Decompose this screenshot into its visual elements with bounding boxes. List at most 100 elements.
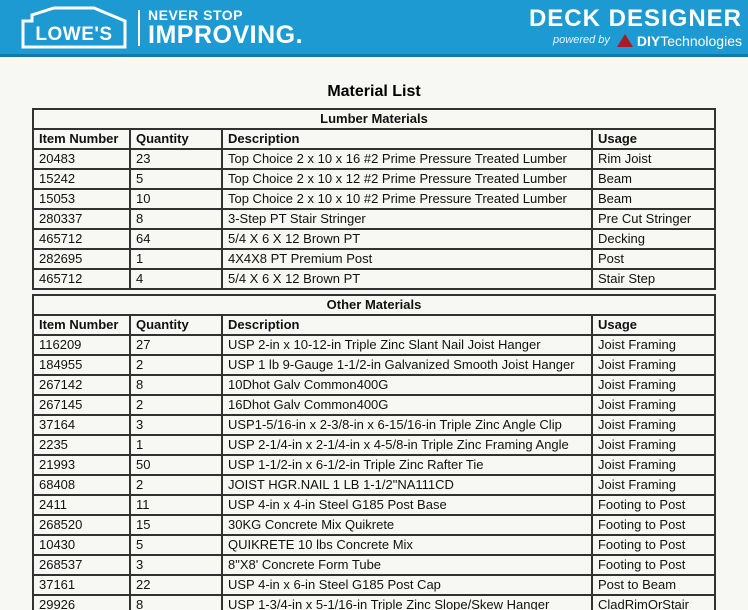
table-row: 15242 5 Top Choice 2 x 10 x 12 #2 Prime Pr… xyxy=(31,168,717,190)
slogan: NEVER STOP IMPROVING. xyxy=(148,8,303,48)
item-number-cell: 116209 xyxy=(31,334,131,356)
item-number-cell: 20483 xyxy=(31,148,131,170)
item-number-cell: 10430 xyxy=(31,534,131,556)
column-header: Item Number xyxy=(31,314,131,336)
description-cell: 5/4 X 6 X 12 Brown PT xyxy=(220,268,593,290)
table-caption: Lumber Materials xyxy=(31,108,717,130)
item-number-cell: 68408 xyxy=(31,474,131,496)
item-number-cell: 21993 xyxy=(31,454,131,476)
description-cell: 8"X8' Concrete Form Tube xyxy=(220,554,593,576)
item-number-cell: 282695 xyxy=(31,248,131,270)
usage-cell: Joist Framing xyxy=(590,454,717,476)
table-row: 465712 64 5/4 X 6 X 12 Brown PT Decking xyxy=(31,228,717,250)
item-number-cell: 29926 xyxy=(31,594,131,610)
usage-cell: Beam xyxy=(590,168,717,190)
usage-cell: Decking xyxy=(590,228,717,250)
quantity-cell: 2 xyxy=(128,354,223,376)
quantity-cell: 8 xyxy=(128,208,223,230)
column-header: Usage xyxy=(590,314,717,336)
quantity-cell: 10 xyxy=(128,188,223,210)
diy-triangle-icon xyxy=(616,34,633,47)
quantity-cell: 2 xyxy=(128,474,223,496)
usage-cell: Joist Framing xyxy=(590,414,717,436)
item-number-cell: 268537 xyxy=(31,554,131,576)
column-header: Description xyxy=(220,128,593,150)
usage-cell: Post xyxy=(590,248,717,270)
usage-cell: Joist Framing xyxy=(590,434,717,456)
description-cell: 16Dhot Galv Common400G xyxy=(220,394,593,416)
column-header: Quantity xyxy=(128,314,223,336)
table-row: 268520 15 30KG Concrete Mix Quikrete Footin… xyxy=(31,514,717,536)
brand-name-rest: Technologies xyxy=(660,32,742,49)
description-cell: 3-Step PT Stair Stringer xyxy=(220,208,593,230)
quantity-cell: 8 xyxy=(128,374,223,396)
description-cell: 5/4 X 6 X 12 Brown PT xyxy=(220,228,593,250)
quantity-cell: 8 xyxy=(128,594,223,610)
description-cell: JOIST HGR.NAIL 1 LB 1-1/2"NA111CD xyxy=(220,474,593,496)
quantity-cell: 23 xyxy=(128,148,223,170)
description-cell: USP 2-in x 10-12-in Triple Zinc Slant Na… xyxy=(220,334,593,356)
description-cell: Top Choice 2 x 10 x 16 #2 Prime Pressure… xyxy=(220,148,593,170)
quantity-cell: 2 xyxy=(128,394,223,416)
main-content: Material List Lumber Materials Item Numb… xyxy=(0,57,748,610)
usage-cell: Joist Framing xyxy=(590,474,717,496)
table-row: 29926 8 USP 1-3/4-in x 5-1/16-in Triple Zi… xyxy=(31,594,717,610)
usage-cell: Joist Framing xyxy=(590,374,717,396)
app-title: DECK DESIGNER xyxy=(528,4,742,32)
item-number-cell: 184955 xyxy=(31,354,131,376)
description-cell: USP 2-1/4-in x 2-1/4-in x 4-5/8-in Tripl… xyxy=(220,434,593,456)
table-row: 37164 3 USP1-5/16-in x 2-3/8-in x 6-15/16-… xyxy=(31,414,717,436)
quantity-cell: 3 xyxy=(128,554,223,576)
table-header-row: Item Number Quantity Description Usage xyxy=(31,128,717,150)
quantity-cell: 3 xyxy=(128,414,223,436)
table-caption: Other Materials xyxy=(31,294,717,316)
quantity-cell: 11 xyxy=(128,494,223,516)
table-row: 2411 11 USP 4-in x 4-in Steel G185 Post Ba… xyxy=(31,494,717,516)
description-cell: 30KG Concrete Mix Quikrete xyxy=(220,514,593,536)
usage-cell: Footing to Post xyxy=(590,554,717,576)
usage-cell: Joist Framing xyxy=(590,334,717,356)
description-cell: 10Dhot Galv Common400G xyxy=(220,374,593,396)
quantity-cell: 1 xyxy=(128,248,223,270)
usage-cell: Post to Beam xyxy=(590,574,717,596)
table-row: 465712 4 5/4 X 6 X 12 Brown PT Stair Step xyxy=(31,268,717,290)
description-cell: USP 1-3/4-in x 5-1/16-in Triple Zinc Slo… xyxy=(220,594,593,610)
usage-cell: Joist Framing xyxy=(590,394,717,416)
table-row: 268537 3 8"X8' Concrete Form Tube Footing t… xyxy=(31,554,717,576)
table-row: 10430 5 QUIKRETE 10 lbs Concrete Mix Footin… xyxy=(31,534,717,556)
table-row: 280337 8 3-Step PT Stair Stringer Pre Cut S… xyxy=(31,208,717,230)
table-row: 15053 10 Top Choice 2 x 10 x 10 #2 Prime P… xyxy=(31,188,717,210)
usage-cell: Rim Joist xyxy=(590,148,717,170)
description-cell: USP 4-in x 6-in Steel G185 Post Cap xyxy=(220,574,593,596)
description-cell: Top Choice 2 x 10 x 12 #2 Prime Pressure… xyxy=(220,168,593,190)
usage-cell: Joist Framing xyxy=(590,354,717,376)
brand-name-bold: DIY xyxy=(636,32,661,49)
lowes-logo-icon: LOWE'S xyxy=(21,6,127,49)
table-caption-row: Lumber Materials xyxy=(31,108,717,130)
quantity-cell: 4 xyxy=(128,268,223,290)
quantity-cell: 50 xyxy=(128,454,223,476)
usage-cell: Stair Step xyxy=(590,268,717,290)
other-materials-table: Other Materials Item Number Quantity Descr… xyxy=(31,294,717,610)
slogan-line-1: NEVER STOP xyxy=(148,7,243,23)
slogan-divider xyxy=(138,10,140,46)
table-row: 20483 23 Top Choice 2 x 10 x 16 #2 Prime P… xyxy=(31,148,717,170)
item-number-cell: 15242 xyxy=(31,168,131,190)
item-number-cell: 267145 xyxy=(31,394,131,416)
table-row: 21993 50 USP 1-1/2-in x 6-1/2-in Triple Zi… xyxy=(31,454,717,476)
description-cell: USP 1 lb 9-Gauge 1-1/2-in Galvanized Smo… xyxy=(220,354,593,376)
table-row: 282695 1 4X4X8 PT Premium Post Post xyxy=(31,248,717,270)
lumber-materials-table: Lumber Materials Item Number Quantity Desc… xyxy=(31,108,717,290)
table-row: 116209 27 USP 2-in x 10-12-in Triple Zinc … xyxy=(31,334,717,356)
page-title: Material List xyxy=(327,83,421,100)
slogan-line-2: IMPROVING. xyxy=(148,21,304,49)
description-cell: USP 1-1/2-in x 6-1/2-in Triple Zinc Raft… xyxy=(220,454,593,476)
description-cell: QUIKRETE 10 lbs Concrete Mix xyxy=(220,534,593,556)
usage-cell: Footing to Post xyxy=(590,494,717,516)
quantity-cell: 5 xyxy=(128,168,223,190)
table-row: 184955 2 USP 1 lb 9-Gauge 1-1/2-in Galvani… xyxy=(31,354,717,376)
column-header: Quantity xyxy=(128,128,223,150)
table-row: 37161 22 USP 4-in x 6-in Steel G185 Post C… xyxy=(31,574,717,596)
usage-cell: CladRimOrStair xyxy=(590,594,717,610)
item-number-cell: 280337 xyxy=(31,208,131,230)
